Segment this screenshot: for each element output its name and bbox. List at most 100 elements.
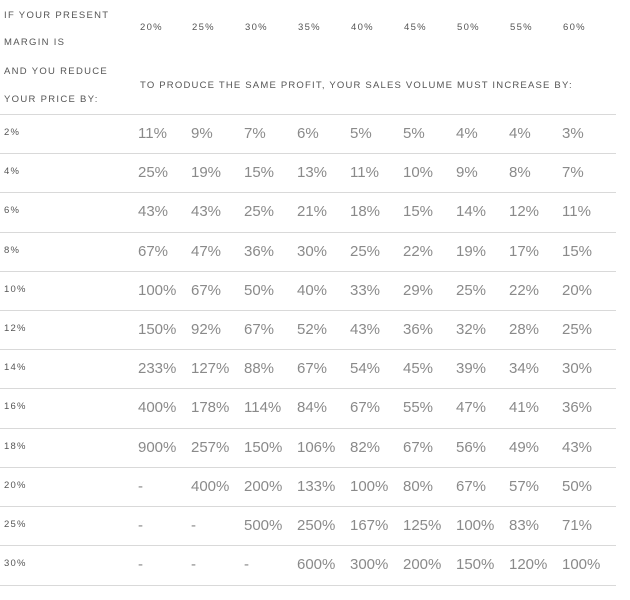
volume-increase-cell: 43%	[138, 203, 169, 221]
volume-increase-cell: 67%	[456, 477, 487, 495]
table-row: 16% 400% 178% 114% 84% 67% 55% 47% 41% 36%	[0, 388, 616, 428]
volume-increase-cell: 600%	[297, 556, 336, 574]
margin-header: 55%	[510, 22, 533, 33]
volume-increase-cell: 25%	[138, 164, 169, 182]
volume-increase-cell: 55%	[403, 399, 434, 417]
volume-increase-cell: 11%	[562, 203, 591, 221]
volume-increase-cell: 47%	[456, 399, 487, 417]
caption-line-1: IF YOUR PRESENT	[4, 10, 110, 21]
volume-increase-cell: -	[138, 477, 143, 495]
volume-increase-cell: 67%	[138, 242, 169, 260]
table-row: 30% - - - 600% 300% 200% 150% 120% 100%	[0, 545, 616, 587]
table-row: 25% - - 500% 250% 167% 125% 100% 83% 71%	[0, 506, 616, 546]
table-row: 6% 43% 43% 25% 21% 18% 15% 14% 12% 11%	[0, 192, 616, 232]
volume-increase-cell: 29%	[403, 281, 434, 299]
volume-increase-cell: 47%	[191, 242, 222, 260]
table-row: 2% 11% 9% 7% 6% 5% 5% 4% 4% 3%	[0, 114, 616, 154]
volume-increase-cell: 43%	[191, 203, 222, 221]
volume-increase-cell: 4%	[456, 125, 478, 142]
volume-increase-cell: 100%	[456, 517, 495, 534]
price-reduction-label: 20%	[4, 479, 27, 491]
volume-increase-cell: 25%	[456, 281, 487, 299]
volume-increase-cell: 10%	[403, 164, 434, 182]
volume-increase-cell: 127%	[191, 360, 230, 378]
margin-header: 25%	[192, 22, 215, 33]
volume-increase-cell: 100%	[562, 556, 601, 574]
table-row: 8% 67% 47% 36% 30% 25% 22% 19% 17% 15%	[0, 231, 616, 272]
volume-increase-cell: 22%	[509, 281, 540, 299]
price-reduction-label: 18%	[4, 440, 27, 452]
margin-header: 20%	[140, 22, 163, 33]
volume-increase-cell: 57%	[509, 477, 540, 495]
table-row: 10% 100% 67% 50% 40% 33% 29% 25% 22% 20%	[0, 270, 616, 311]
margin-header: 40%	[351, 22, 374, 33]
price-reduction-label: 2%	[4, 127, 21, 138]
volume-increase-cell: 3%	[562, 125, 584, 142]
price-reduction-label: 12%	[4, 323, 27, 334]
volume-increase-cell: 400%	[191, 477, 230, 495]
volume-increase-cell: 15%	[403, 203, 434, 221]
caption-line-2: MARGIN IS	[4, 37, 66, 48]
volume-increase-cell: 19%	[456, 242, 487, 260]
table-row: 4% 25% 19% 15% 13% 11% 10% 9% 8% 7%	[0, 153, 616, 193]
price-reduction-label: 16%	[4, 401, 27, 413]
volume-increase-cell: 200%	[244, 477, 283, 495]
volume-increase-cell: 36%	[562, 399, 593, 417]
volume-increase-cell: 54%	[350, 360, 381, 378]
volume-increase-cell: 82%	[350, 438, 381, 456]
volume-increase-cell: 20%	[562, 281, 593, 299]
volume-increase-cell: 21%	[297, 203, 328, 221]
volume-increase-cell: 9%	[191, 125, 213, 142]
volume-increase-cell: 83%	[509, 517, 540, 534]
volume-increase-cell: 133%	[297, 477, 336, 495]
volume-increase-cell: 150%	[456, 556, 495, 574]
volume-increase-cell: 36%	[403, 321, 434, 338]
volume-increase-cell: 41%	[509, 399, 540, 417]
volume-increase-cell: 22%	[403, 242, 434, 260]
price-reduction-label: 30%	[4, 558, 27, 570]
volume-increase-cell: 92%	[191, 321, 222, 338]
margin-header: 50%	[457, 22, 480, 33]
volume-increase-cell: 67%	[191, 281, 222, 299]
volume-increase-cell: 32%	[456, 321, 487, 338]
table-row: 18% 900% 257% 150% 106% 82% 67% 56% 49% 43%	[0, 427, 616, 468]
volume-increase-cell: 13%	[297, 164, 328, 182]
caption-line-3: AND YOU REDUCE	[4, 66, 109, 77]
volume-increase-cell: 150%	[244, 438, 283, 456]
volume-increase-cell: 8%	[509, 164, 531, 182]
volume-increase-cell: 19%	[191, 164, 222, 182]
volume-increase-cell: -	[191, 517, 196, 534]
volume-increase-cell: 71%	[562, 517, 593, 534]
volume-increase-cell: 6%	[297, 125, 319, 142]
volume-increase-cell: 45%	[403, 360, 434, 378]
volume-increase-cell: 80%	[403, 477, 434, 495]
volume-increase-cell: 4%	[509, 125, 531, 142]
volume-increase-cell: -	[191, 556, 196, 574]
table-subheader: TO PRODUCE THE SAME PROFIT, YOUR SALES V…	[140, 80, 573, 91]
volume-increase-cell: 50%	[244, 281, 275, 299]
volume-increase-cell: 500%	[244, 517, 283, 534]
volume-increase-cell: -	[138, 517, 143, 534]
volume-increase-cell: 125%	[403, 517, 442, 534]
margin-header: 60%	[563, 22, 586, 33]
volume-increase-cell: 88%	[244, 360, 275, 378]
volume-increase-cell: 9%	[456, 164, 478, 182]
price-reduction-label: 10%	[4, 283, 27, 295]
volume-increase-cell: 900%	[138, 438, 177, 456]
margin-header: 30%	[245, 22, 268, 33]
volume-increase-cell: 15%	[244, 164, 275, 182]
volume-increase-cell: 36%	[244, 242, 275, 260]
volume-increase-cell: 200%	[403, 556, 442, 574]
volume-increase-cell: 7%	[244, 125, 266, 142]
volume-increase-cell: 167%	[350, 517, 389, 534]
volume-increase-cell: 30%	[297, 242, 328, 260]
volume-increase-cell: 400%	[138, 399, 177, 417]
volume-increase-cell: 50%	[562, 477, 593, 495]
volume-increase-cell: 100%	[138, 281, 177, 299]
volume-increase-cell: 114%	[244, 399, 282, 417]
volume-increase-cell: 30%	[562, 360, 593, 378]
volume-increase-cell: 34%	[509, 360, 540, 378]
volume-increase-cell: 15%	[562, 242, 593, 260]
volume-increase-cell: 67%	[244, 321, 275, 338]
volume-increase-cell: 67%	[297, 360, 328, 378]
